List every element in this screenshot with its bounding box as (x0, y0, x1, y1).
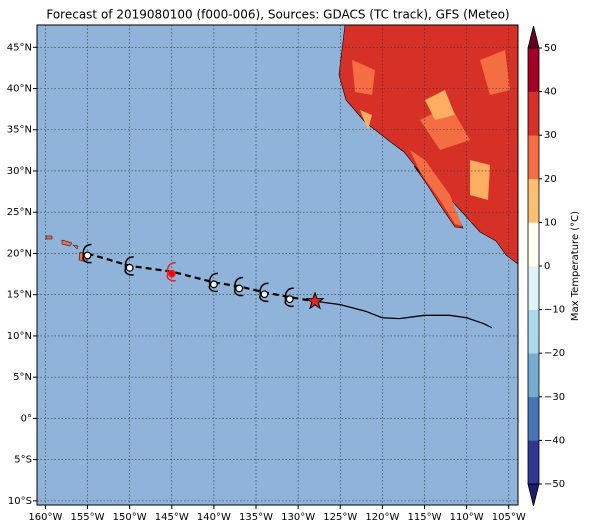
colorbar-tick-label: 40 (544, 87, 557, 98)
storm-marker (124, 256, 134, 276)
title: Forecast of 2019080100 (f000-006), Sourc… (46, 8, 509, 22)
storm-eye (260, 290, 269, 299)
track (82, 243, 493, 329)
x-tick-label: 125°W (323, 512, 357, 523)
storm-eye (125, 263, 134, 272)
current-position (305, 291, 325, 310)
storm-eye (285, 295, 294, 304)
storm-symbol (124, 256, 134, 276)
storm-eye (83, 251, 92, 260)
storm-symbol (208, 272, 219, 293)
colorbar-tick-label: −10 (544, 305, 565, 316)
y-tick-label: 40°N (7, 84, 32, 95)
graticule (37, 25, 518, 505)
colorbar-band (528, 222, 539, 267)
x-tick-label: 150°W (113, 512, 147, 523)
x-tick-label: 105°W (492, 512, 526, 523)
colorbar-extend-top (527, 25, 540, 49)
storm-symbol (233, 276, 244, 297)
storm-symbol (284, 287, 294, 308)
x-tick-label: 135°W (239, 512, 273, 523)
storm-symbol (166, 261, 176, 282)
x-tick-label: 155°W (71, 512, 105, 523)
storm-eye (210, 280, 218, 289)
colorbar-tick-label: 30 (544, 130, 557, 141)
colorbar-band (528, 396, 539, 441)
storm-symbol (82, 243, 92, 264)
colorbar-band (528, 178, 539, 223)
map-frame (36, 24, 519, 506)
x-tick-label: 110°W (450, 512, 484, 523)
storm-eye (235, 284, 244, 293)
storm-marker (82, 243, 92, 264)
x-tick-label: 115°W (408, 512, 442, 523)
y-tick-label: 5°N (13, 372, 32, 383)
y-tick-label: 25°N (7, 207, 32, 218)
storm-symbol (259, 282, 269, 303)
colorbar-band (528, 353, 539, 398)
colorbar-extend-bottom (527, 483, 540, 507)
colorbar-tick-label: 50 (544, 43, 557, 54)
storm-eye (167, 269, 176, 278)
y-tick-label: 10°N (7, 331, 32, 342)
colorbar-tick-label: 0 (544, 261, 550, 272)
colorbar-tick-label: −20 (544, 348, 565, 359)
storm-marker (208, 272, 219, 293)
y-tick-label: 45°N (7, 42, 32, 53)
storm-marker (284, 287, 294, 308)
x-tick-label: 130°W (281, 512, 315, 523)
colorbar-label: Max Temperature (°C) (570, 211, 581, 321)
colorbar-tick-label: 20 (544, 174, 557, 185)
past-track (314, 300, 493, 329)
colorbar-band (528, 91, 539, 136)
storm-marker (166, 261, 176, 282)
y-tick-label: 30°N (7, 166, 32, 177)
y-tick-label: 15°N (7, 290, 32, 301)
y-tick-label: 5°S (14, 455, 32, 466)
y-tick-label: 0° (21, 413, 32, 424)
colorbar-band (528, 440, 539, 485)
colorbar-band (528, 266, 539, 310)
y-tick-label: 20°N (7, 248, 32, 259)
colorbar-band (528, 309, 539, 354)
colorbar-tick-label: −40 (544, 435, 565, 446)
x-tick-label: 120°W (365, 512, 399, 523)
x-tick-label: 160°W (28, 512, 62, 523)
colorbar-tick-label: 10 (544, 217, 557, 228)
x-tick-label: 145°W (155, 512, 189, 523)
colorbar-tick-label: −30 (544, 392, 565, 403)
y-tick-label: 35°N (7, 125, 32, 136)
storm-marker (233, 276, 244, 297)
land (45, 25, 518, 265)
colorbar-tick-label: −50 (544, 479, 565, 490)
x-tick-label: 140°W (197, 512, 231, 523)
storm-marker (259, 282, 269, 303)
colorbar-band (528, 135, 539, 180)
y-tick-label: 10°S (8, 496, 32, 507)
colorbar-band (528, 48, 539, 92)
